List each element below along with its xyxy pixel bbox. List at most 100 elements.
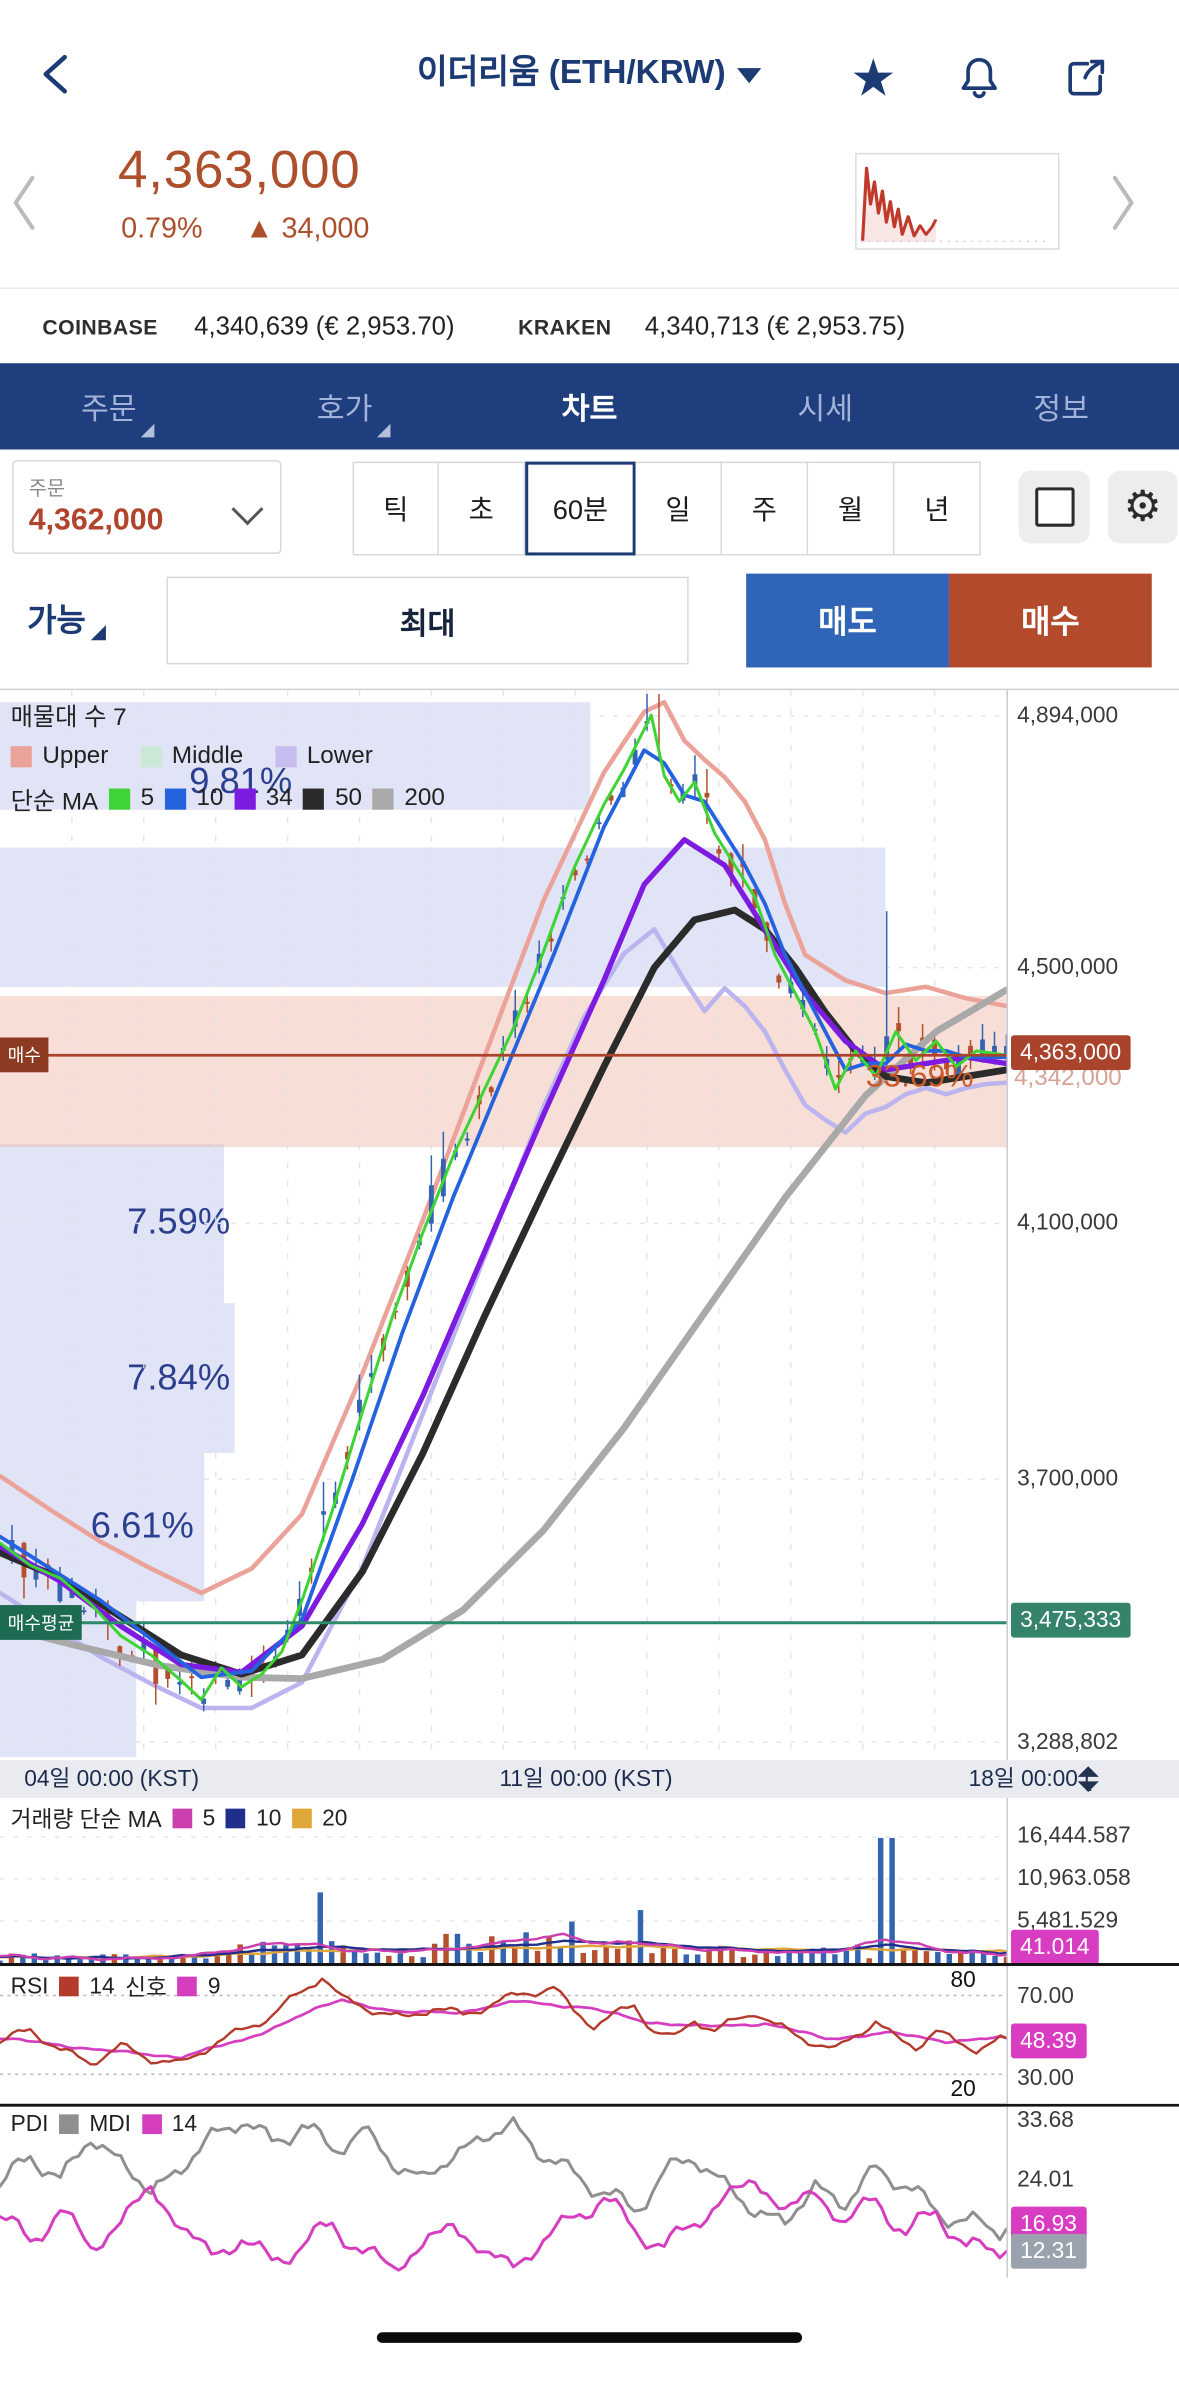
chart-style-button[interactable]: [1018, 470, 1090, 544]
axis-label: 3,700,000: [1017, 1465, 1119, 1492]
exchange-price: 4,340,639 (€ 2,953.70): [194, 311, 455, 341]
order-price-value: 4,362,000: [28, 503, 164, 538]
buy-button[interactable]: 매수: [948, 573, 1152, 668]
rsi-axis[interactable]: 70.00 30.00 48.39: [1006, 1966, 1179, 2104]
alert-button[interactable]: [950, 50, 1008, 108]
tab-market[interactable]: 시세: [797, 393, 854, 427]
time-tick: 18일 00:00 (: [968, 1766, 1092, 1792]
volume-panel: 거래량 단순 MA 5 10 20 16,444.587 10,963.058 …: [0, 1798, 1179, 1965]
axis-label: 16,444.587: [1017, 1823, 1131, 1849]
star-icon: ★: [850, 49, 897, 108]
pair-selector[interactable]: 이더리움 (ETH/KRW): [0, 45, 1179, 93]
tab-info[interactable]: 정보: [1033, 393, 1089, 427]
axis-label: 4,894,000: [1017, 703, 1119, 729]
interval-tick[interactable]: 틱: [352, 461, 439, 556]
axis-label: 5,481.529: [1017, 1907, 1119, 1934]
lower-swatch-icon: [275, 746, 297, 768]
interval-year[interactable]: 년: [894, 461, 981, 556]
main-chart-canvas[interactable]: 9.81% 7.59% 7.84% 6.61% 매물대 수 7 Upper Middl…: [0, 690, 1007, 1762]
vol-ma5-swatch-icon: [172, 1808, 192, 1829]
chevron-down-icon: [737, 68, 763, 84]
favorite-button[interactable]: ★: [845, 50, 903, 108]
available-selector[interactable]: 가능: [27, 596, 106, 641]
amount-input[interactable]: 최대: [166, 576, 689, 665]
rsi-value-badge: 48.39: [1011, 2023, 1087, 2059]
rsi-panel: RSI 14 신호 9 80 20 70.00 30.00 48.39: [0, 1963, 1179, 2107]
current-price-badge: 4,363,000: [1011, 1035, 1131, 1071]
avg-price-badge: 3,475,333: [1011, 1602, 1131, 1638]
axis-label: 3,288,802: [1017, 1729, 1119, 1755]
time-axis[interactable]: 04일 00:00 (KST) 11일 00:00 (KST) 18일 00:0…: [0, 1760, 1179, 1799]
interval-week[interactable]: 주: [721, 461, 809, 556]
axis-label: 30.00: [1017, 2065, 1074, 2091]
exchange-price: 4,340,713 (€ 2,953.75): [644, 311, 906, 341]
time-tick: 04일 00:00 (KST): [24, 1766, 200, 1792]
exchange-compare-bar: COINBASE 4,340,639 (€ 2,953.70) KRAKEN 4…: [0, 287, 1179, 365]
dmi-pdi-badge: 12.31: [1011, 2233, 1087, 2269]
dmi-axis[interactable]: 33.68 24.01 16.93 12.31: [1006, 2106, 1179, 2278]
avg-buy-tag: 매수평균: [0, 1605, 82, 1640]
profile-legend: 매물대 수 7: [10, 705, 127, 732]
share-button[interactable]: [1056, 50, 1114, 108]
gear-icon: ⚙: [1123, 482, 1162, 530]
volume-profile-label: 6.61%: [90, 1506, 194, 1548]
axis-expand-icon[interactable]: [1077, 1766, 1099, 1792]
back-icon[interactable]: [36, 48, 81, 99]
ma34-swatch-icon: [233, 788, 256, 810]
ma10-swatch-icon: [164, 788, 186, 810]
up-arrow-icon: ▲: [244, 213, 274, 246]
price-axis[interactable]: 4,894,000 4,500,000 4,100,000 3,700,000 …: [1006, 690, 1179, 1762]
volume-axis[interactable]: 16,444.587 10,963.058 5,481.529 41.014: [1006, 1798, 1179, 1965]
current-price: 4,363,000: [118, 140, 361, 200]
chart-legend: 매물대 수 7 Upper Middle Lower 단순 MA 5 10 34…: [10, 696, 445, 828]
current-zone-percent: 33.69%: [865, 1059, 974, 1095]
rsi-chart-canvas[interactable]: RSI 14 신호 9 80 20: [0, 1966, 1007, 2104]
settings-button[interactable]: ⚙: [1107, 470, 1178, 544]
axis-label: 24.01: [1017, 2166, 1074, 2193]
rsi-swatch-icon: [59, 1976, 79, 1997]
home-indicator[interactable]: [376, 2332, 803, 2343]
axis-label: 10,963.058: [1017, 1865, 1131, 1892]
corner-flag-icon: [141, 423, 155, 438]
time-tick: 11일 00:00 (KST): [499, 1766, 673, 1792]
triangle-icon: [90, 625, 106, 641]
buy-price-tag: 매수: [0, 1037, 49, 1073]
checkbox-icon: [1034, 487, 1074, 527]
prev-pair-button[interactable]: [9, 173, 42, 234]
dmi-legend: PDI MDI 14: [10, 2111, 198, 2138]
header: 이더리움 (ETH/KRW) ★: [0, 0, 1179, 140]
next-pair-button[interactable]: [1105, 173, 1138, 234]
rsi-bottom-level: 20: [950, 2076, 976, 2103]
sell-button[interactable]: 매도: [746, 573, 949, 668]
dmi-chart-canvas[interactable]: PDI MDI 14: [0, 2107, 1007, 2278]
page-title: 이더리움 (ETH/KRW): [416, 52, 726, 91]
axis-label: 33.68: [1017, 2107, 1074, 2134]
interval-month[interactable]: 월: [808, 461, 895, 556]
rsi-top-level: 80: [950, 1967, 976, 1994]
axis-label: 70.00: [1017, 1983, 1074, 2010]
main-nav: 주문 호가 차트 시세 정보: [0, 363, 1179, 450]
exchange-name: KRAKEN: [518, 314, 612, 340]
change-amount: ▲ 34,000: [244, 213, 370, 246]
pdi-swatch-icon: [59, 2114, 79, 2135]
rsi-signal-swatch-icon: [177, 1976, 198, 1997]
middle-swatch-icon: [140, 746, 162, 768]
vol-ma20-swatch-icon: [291, 1808, 312, 1829]
change-percent: 0.79%: [121, 213, 203, 246]
ma50-swatch-icon: [303, 788, 325, 810]
interval-second[interactable]: 초: [438, 461, 526, 556]
axis-label: 4,100,000: [1017, 1210, 1119, 1236]
corner-flag-icon: [377, 423, 391, 438]
interval-day[interactable]: 일: [635, 461, 722, 556]
volume-value-badge: 41.014: [1011, 1929, 1099, 1965]
tab-order[interactable]: 주문: [0, 363, 236, 449]
interval-selector: 틱 초 60분 일 주 월 년: [352, 461, 981, 556]
order-price-dropdown[interactable]: 주문 4,362,000: [12, 460, 282, 554]
sparkline: [860, 166, 1051, 243]
tab-chart[interactable]: 차트: [561, 393, 618, 427]
tab-orderbook[interactable]: 호가: [236, 363, 472, 449]
volume-chart-canvas[interactable]: 거래량 단순 MA 5 10 20: [0, 1798, 1007, 1964]
interval-60min[interactable]: 60분: [525, 461, 636, 556]
mini-chart[interactable]: [855, 152, 1060, 250]
